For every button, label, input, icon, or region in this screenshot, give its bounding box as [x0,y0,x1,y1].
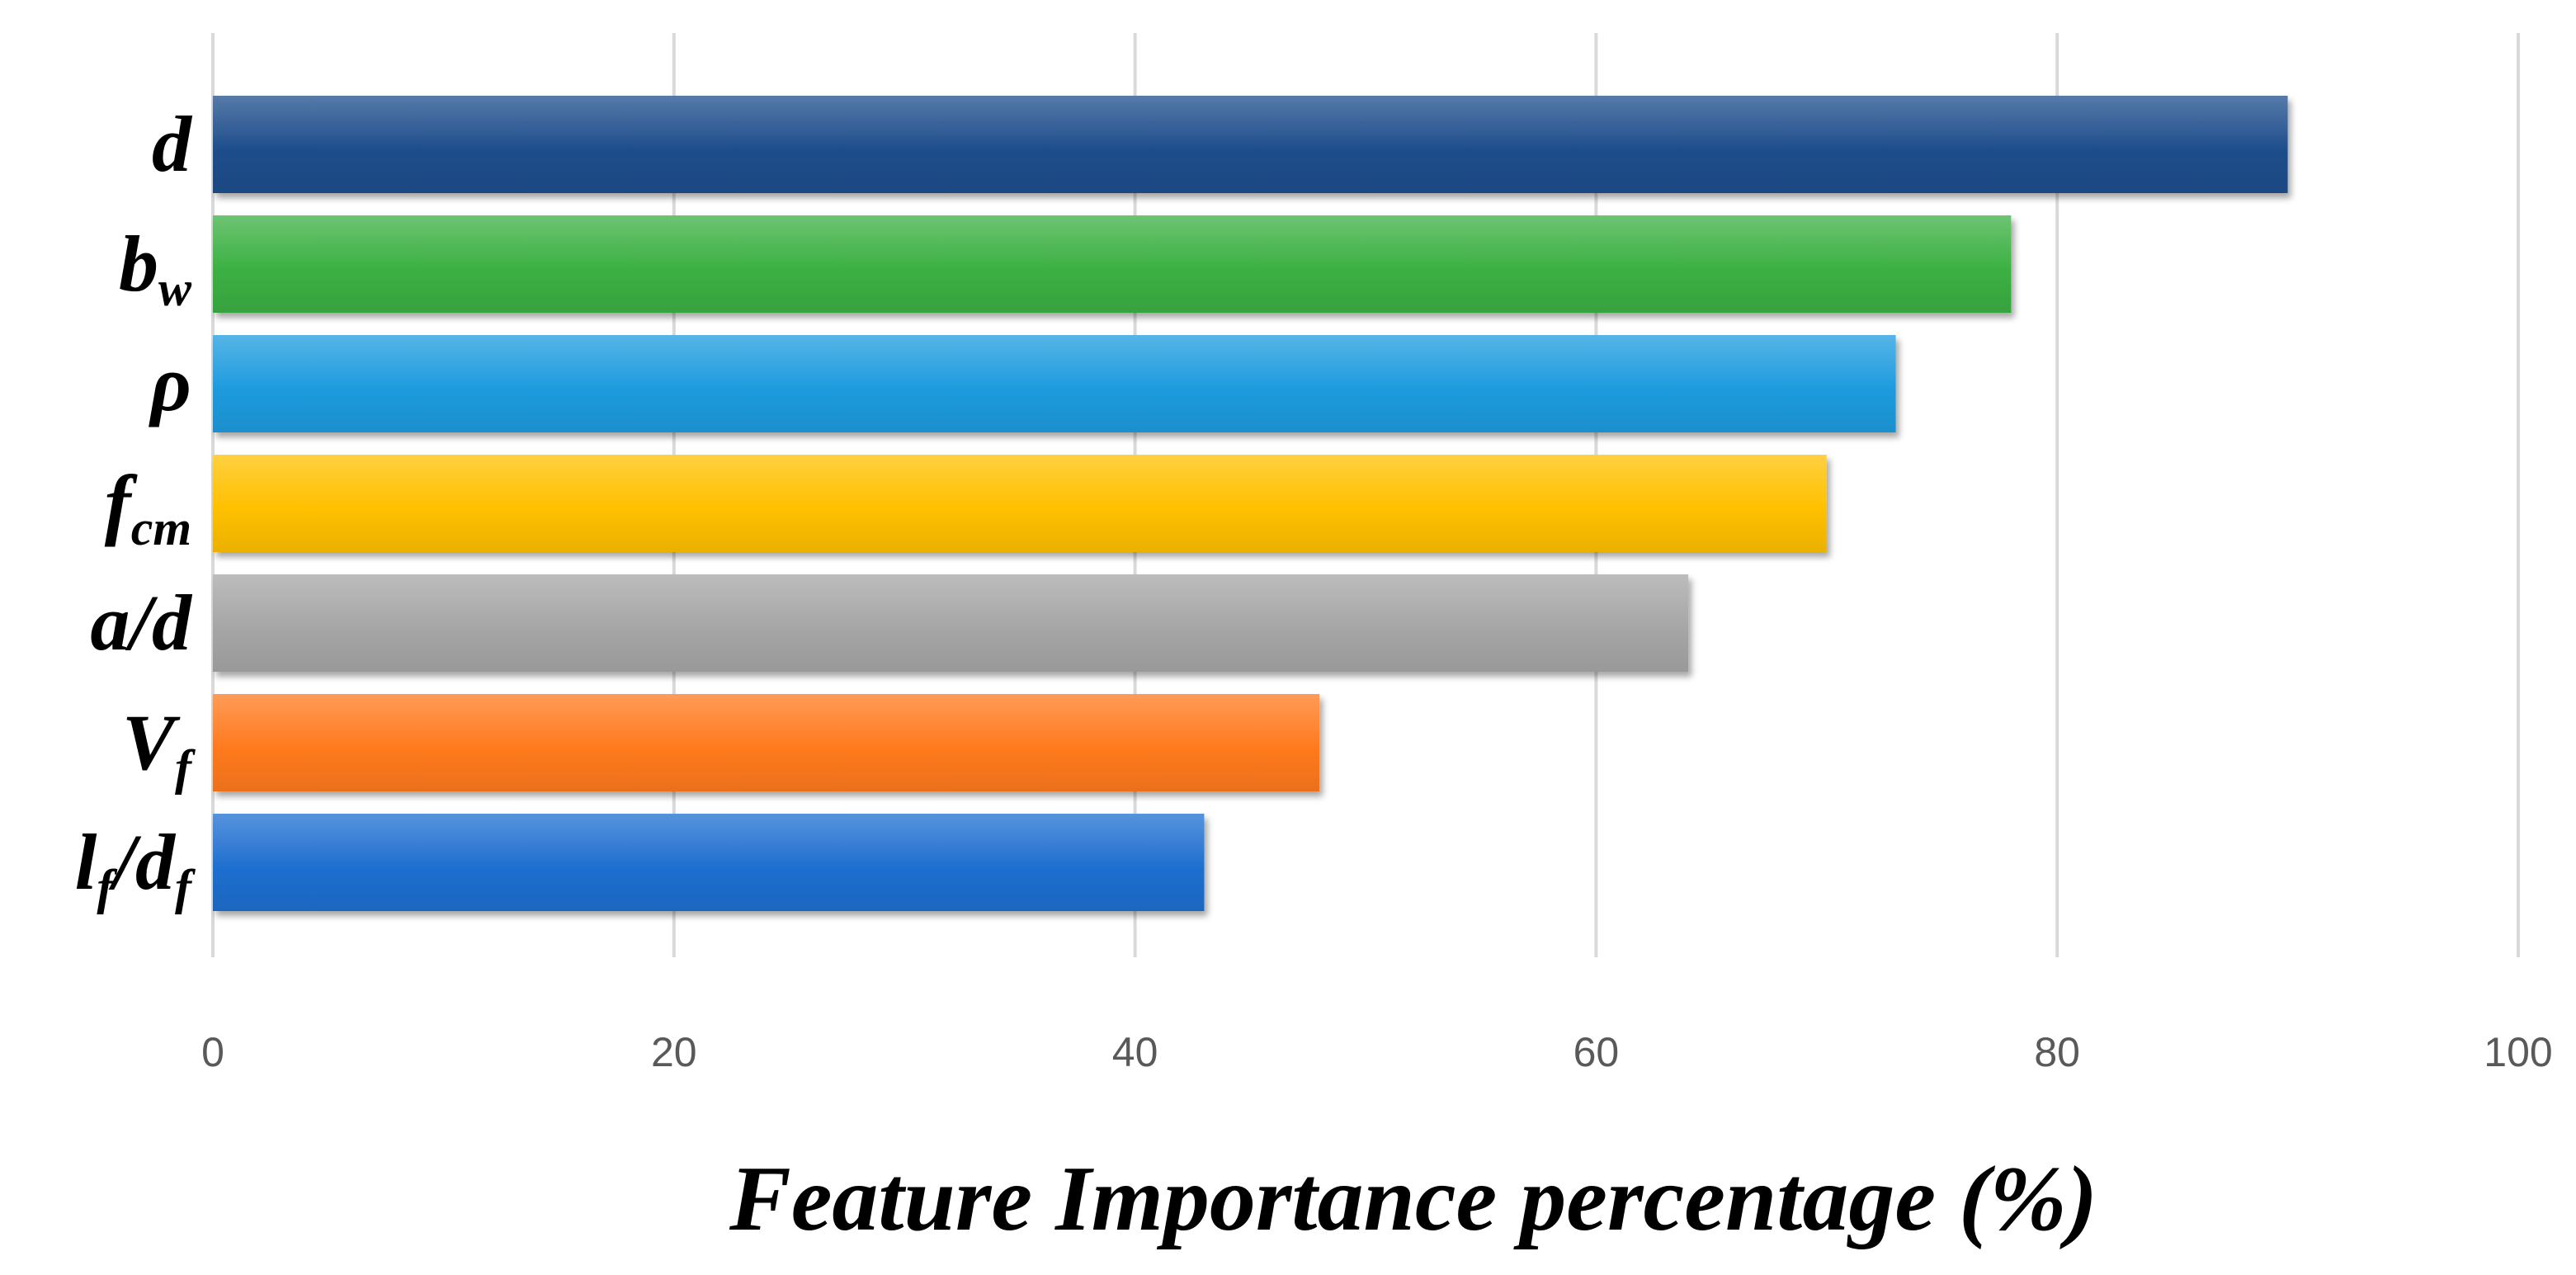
x-tick-label: 0 [201,1029,224,1075]
x-tick-label: 20 [651,1029,697,1075]
x-tick-labels: 0 20 40 60 80 100 [201,1029,2553,1075]
x-tick-label: 100 [2484,1029,2552,1075]
x-axis-title: Feature Importance percentage (%) [729,1148,2097,1250]
category-label: fcm [105,459,191,555]
bar-fcm-3 [213,455,1827,552]
category-label: Vf [122,698,196,795]
bar-lfdf-6 [213,814,1205,911]
x-tick-label: 40 [1112,1029,1158,1075]
bar-d-0 [213,96,2288,193]
bars [213,96,2288,911]
x-tick-label: 60 [1573,1029,1620,1075]
bar-Vf-5 [213,694,1320,791]
category-label: ρ [149,339,191,427]
bar--2 [213,335,1896,432]
category-labels: d bw ρ fcm a/d Vf lf/df [75,100,196,914]
category-label: a/d [90,578,193,667]
category-label: lf/df [75,818,196,914]
category-label: d [152,100,193,188]
bar-ad-4 [213,574,1689,672]
x-tick-label: 80 [2034,1029,2080,1075]
category-label: bw [119,220,192,316]
bar-bw-1 [213,215,2012,313]
